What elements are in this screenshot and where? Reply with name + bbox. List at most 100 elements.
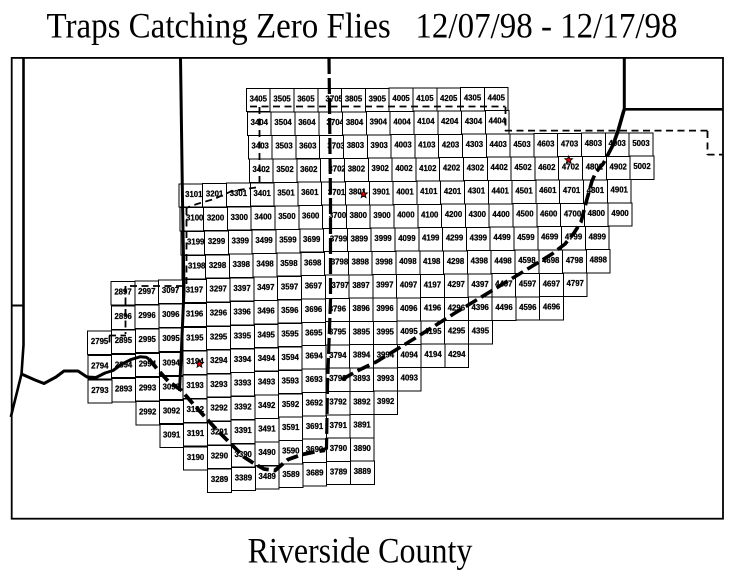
svg-text:4396: 4396 — [472, 303, 490, 312]
svg-text:3799: 3799 — [330, 235, 348, 244]
svg-text:2794: 2794 — [91, 362, 109, 371]
svg-text:3493: 3493 — [258, 378, 276, 387]
svg-text:4103: 4103 — [418, 141, 436, 150]
svg-text:3589: 3589 — [282, 470, 300, 479]
svg-text:3603: 3603 — [299, 141, 317, 150]
svg-text:3801: 3801 — [349, 188, 367, 197]
svg-text:3194: 3194 — [186, 357, 204, 366]
svg-text:3601: 3601 — [301, 188, 319, 197]
svg-text:3789: 3789 — [330, 467, 348, 476]
svg-text:3705: 3705 — [326, 95, 344, 104]
svg-text:3389: 3389 — [235, 473, 253, 482]
svg-text:3800: 3800 — [350, 211, 368, 220]
svg-text:2995: 2995 — [139, 335, 157, 344]
svg-text:4105: 4105 — [416, 94, 434, 103]
svg-text:3595: 3595 — [281, 329, 299, 338]
svg-text:3995: 3995 — [377, 327, 395, 336]
svg-text:4101: 4101 — [420, 187, 438, 196]
svg-text:2993: 2993 — [139, 384, 157, 393]
svg-text:3593: 3593 — [282, 376, 300, 385]
svg-text:4596: 4596 — [519, 303, 537, 312]
svg-text:4202: 4202 — [443, 164, 461, 173]
svg-text:4501: 4501 — [515, 186, 533, 195]
svg-text:4096: 4096 — [400, 304, 418, 313]
svg-text:3893: 3893 — [353, 374, 371, 383]
svg-text:3701: 3701 — [328, 188, 346, 197]
svg-text:3289: 3289 — [211, 475, 229, 484]
svg-text:3390: 3390 — [235, 450, 253, 459]
svg-text:4700: 4700 — [564, 209, 582, 218]
svg-text:3700: 3700 — [329, 211, 347, 220]
svg-text:4703: 4703 — [561, 139, 579, 148]
svg-text:3196: 3196 — [186, 309, 204, 318]
svg-text:3703: 3703 — [327, 141, 345, 150]
svg-text:4901: 4901 — [611, 186, 629, 195]
svg-text:3994: 3994 — [377, 351, 395, 360]
svg-text:4500: 4500 — [516, 210, 534, 219]
svg-text:4305: 4305 — [464, 94, 482, 103]
svg-text:3092: 3092 — [163, 406, 181, 415]
svg-text:3803: 3803 — [347, 141, 365, 150]
svg-text:4402: 4402 — [491, 163, 509, 172]
svg-text:3296: 3296 — [210, 309, 228, 318]
svg-text:4801: 4801 — [587, 186, 605, 195]
svg-text:3397: 3397 — [233, 284, 250, 293]
svg-text:3602: 3602 — [300, 165, 318, 174]
svg-text:3697: 3697 — [305, 282, 322, 291]
svg-text:3693: 3693 — [305, 375, 323, 384]
svg-text:3294: 3294 — [210, 356, 228, 365]
svg-text:3894: 3894 — [353, 351, 371, 360]
svg-text:3200: 3200 — [207, 213, 225, 222]
svg-text:3193: 3193 — [186, 381, 204, 390]
svg-text:3604: 3604 — [298, 118, 316, 127]
svg-text:4302: 4302 — [467, 163, 485, 172]
svg-text:3298: 3298 — [209, 261, 227, 270]
svg-text:3699: 3699 — [303, 235, 321, 244]
svg-text:3292: 3292 — [210, 404, 228, 413]
svg-text:3689: 3689 — [306, 469, 324, 478]
svg-text:3804: 3804 — [346, 118, 364, 127]
svg-text:3992: 3992 — [377, 397, 395, 406]
svg-text:3696: 3696 — [305, 305, 323, 314]
svg-text:3505: 3505 — [273, 95, 291, 104]
svg-text:4405: 4405 — [488, 93, 506, 102]
svg-text:4502: 4502 — [514, 163, 532, 172]
svg-text:5003: 5003 — [632, 139, 650, 148]
svg-text:3691: 3691 — [306, 422, 324, 431]
svg-text:4295: 4295 — [448, 327, 466, 336]
svg-text:4094: 4094 — [401, 350, 419, 359]
svg-text:4294: 4294 — [448, 350, 466, 359]
svg-text:4900: 4900 — [611, 209, 629, 218]
svg-text:Riverside County: Riverside County — [248, 532, 473, 571]
svg-text:3300: 3300 — [231, 213, 249, 222]
svg-text:3100: 3100 — [186, 214, 204, 223]
svg-text:4102: 4102 — [419, 164, 437, 173]
svg-text:3091: 3091 — [163, 430, 181, 439]
svg-text:4194: 4194 — [424, 350, 442, 359]
svg-text:3197: 3197 — [186, 285, 203, 294]
svg-text:2793: 2793 — [91, 386, 109, 395]
svg-text:3592: 3592 — [282, 400, 300, 409]
svg-text:3391: 3391 — [234, 426, 252, 435]
svg-text:3496: 3496 — [257, 307, 275, 316]
svg-text:3802: 3802 — [348, 164, 366, 173]
svg-text:4197: 4197 — [424, 280, 441, 289]
svg-text:4004: 4004 — [393, 117, 411, 126]
svg-text:3094: 3094 — [163, 358, 181, 367]
svg-text:3096: 3096 — [162, 310, 180, 319]
svg-text:4499: 4499 — [493, 233, 511, 242]
svg-text:3093: 3093 — [163, 382, 181, 391]
svg-text:4696: 4696 — [543, 303, 561, 312]
svg-text:4799: 4799 — [565, 233, 583, 242]
svg-text:3095: 3095 — [162, 334, 180, 343]
svg-text:3996: 3996 — [376, 304, 394, 313]
svg-text:3594: 3594 — [282, 353, 300, 362]
svg-text:3596: 3596 — [281, 306, 299, 315]
svg-text:3599: 3599 — [279, 236, 297, 245]
svg-text:3492: 3492 — [258, 401, 276, 410]
svg-text:3892: 3892 — [353, 397, 371, 406]
svg-text:3398: 3398 — [233, 260, 251, 269]
svg-text:3792: 3792 — [329, 398, 347, 407]
svg-text:3791: 3791 — [330, 421, 348, 430]
svg-text:2997: 2997 — [138, 287, 155, 296]
